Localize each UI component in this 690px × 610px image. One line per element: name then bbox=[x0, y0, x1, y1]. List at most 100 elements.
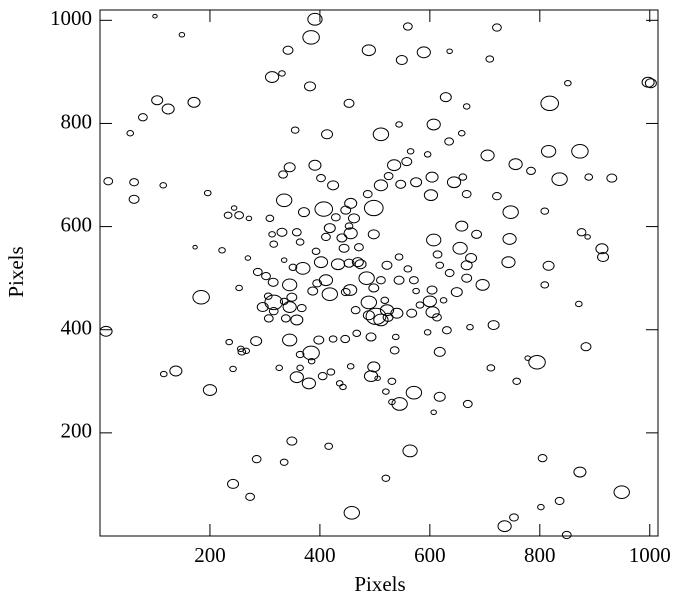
source-ellipse bbox=[606, 173, 618, 183]
source-ellipse bbox=[409, 276, 419, 285]
source-ellipse bbox=[460, 260, 473, 271]
source-ellipse bbox=[374, 375, 381, 381]
source-ellipse bbox=[561, 530, 572, 540]
source-ellipse bbox=[537, 454, 548, 463]
source-ellipse bbox=[416, 46, 431, 59]
source-ellipse bbox=[352, 329, 362, 337]
source-ellipse bbox=[426, 233, 442, 247]
source-ellipse bbox=[379, 304, 395, 317]
source-ellipse bbox=[237, 348, 247, 356]
source-ellipse bbox=[343, 227, 358, 240]
source-ellipse bbox=[229, 365, 237, 373]
source-ellipse bbox=[395, 179, 407, 189]
source-ellipse bbox=[509, 513, 519, 522]
source-ellipse bbox=[461, 189, 472, 199]
source-ellipse bbox=[540, 207, 550, 215]
source-ellipse bbox=[584, 173, 594, 181]
source-ellipse bbox=[393, 275, 405, 285]
source-ellipse bbox=[283, 162, 296, 173]
source-ellipse bbox=[314, 201, 334, 217]
source-ellipse bbox=[202, 384, 218, 396]
source-ellipse bbox=[644, 78, 657, 89]
source-ellipse bbox=[551, 172, 568, 186]
y-axis-label: Pixels bbox=[4, 246, 28, 297]
source-ellipse bbox=[279, 297, 289, 306]
source-ellipse bbox=[362, 310, 375, 321]
source-ellipse bbox=[452, 241, 468, 255]
x-axis-label: Pixels bbox=[354, 572, 405, 596]
source-ellipse bbox=[508, 158, 523, 171]
source-ellipse bbox=[275, 193, 293, 208]
source-ellipse bbox=[290, 314, 304, 326]
source-ellipse bbox=[286, 436, 298, 446]
source-ellipse bbox=[223, 211, 233, 219]
source-ellipse bbox=[311, 247, 321, 255]
source-ellipse bbox=[415, 301, 425, 309]
source-ellipse bbox=[159, 370, 168, 378]
source-ellipse bbox=[430, 409, 437, 415]
source-ellipse bbox=[480, 149, 495, 162]
source-ellipse bbox=[296, 364, 304, 372]
source-ellipse bbox=[343, 258, 355, 268]
source-ellipse bbox=[395, 55, 408, 66]
source-ellipse bbox=[252, 267, 263, 277]
source-ellipse bbox=[343, 284, 358, 296]
x-tick-label: 400 bbox=[304, 543, 336, 567]
source-ellipse bbox=[383, 171, 394, 181]
source-ellipse bbox=[326, 368, 336, 376]
source-ellipse bbox=[554, 496, 565, 506]
source-ellipse bbox=[528, 354, 546, 370]
source-ellipse bbox=[126, 130, 135, 137]
source-ellipse bbox=[265, 214, 275, 222]
source-ellipse bbox=[330, 213, 341, 222]
source-ellipse bbox=[365, 332, 377, 342]
source-ellipse bbox=[250, 336, 263, 347]
source-ellipse bbox=[302, 30, 320, 45]
source-ellipse bbox=[439, 297, 448, 304]
source-ellipse bbox=[444, 268, 455, 278]
source-ellipse bbox=[302, 345, 320, 361]
source-ellipse bbox=[584, 234, 591, 240]
source-ellipse bbox=[382, 312, 394, 322]
x-tick-label: 600 bbox=[414, 543, 446, 567]
source-ellipse bbox=[313, 256, 329, 269]
source-ellipse bbox=[128, 194, 140, 204]
source-ellipse bbox=[502, 205, 519, 219]
source-ellipse bbox=[433, 346, 446, 357]
source-ellipse bbox=[343, 98, 355, 108]
source-ellipse bbox=[405, 385, 423, 400]
source-ellipse bbox=[382, 388, 390, 395]
source-ellipse bbox=[410, 177, 423, 188]
source-ellipse bbox=[340, 205, 352, 215]
source-ellipse bbox=[475, 278, 490, 291]
source-ellipse bbox=[526, 166, 536, 176]
source-ellipse bbox=[286, 292, 298, 302]
source-ellipse bbox=[412, 287, 420, 295]
source-ellipse bbox=[280, 257, 288, 263]
source-ellipse bbox=[340, 287, 351, 297]
source-ellipse bbox=[433, 391, 446, 402]
source-ellipse bbox=[391, 333, 400, 341]
source-ellipse bbox=[268, 231, 276, 238]
source-ellipse bbox=[218, 247, 226, 254]
source-ellipse bbox=[406, 308, 418, 318]
source-ellipse bbox=[461, 273, 473, 283]
source-ellipse bbox=[338, 243, 350, 253]
source-ellipse bbox=[301, 377, 317, 390]
source-ellipse bbox=[321, 287, 338, 301]
source-ellipse bbox=[485, 55, 495, 63]
source-ellipse bbox=[289, 371, 304, 384]
source-ellipse bbox=[423, 151, 432, 158]
source-ellipse bbox=[487, 320, 500, 331]
source-ellipse bbox=[296, 303, 307, 313]
source-ellipse bbox=[321, 232, 331, 242]
source-ellipse bbox=[161, 103, 175, 115]
source-ellipse bbox=[441, 326, 452, 335]
source-ellipse bbox=[564, 80, 572, 87]
source-ellipse bbox=[304, 81, 317, 92]
source-ellipse bbox=[295, 350, 305, 359]
source-ellipse bbox=[316, 174, 326, 183]
source-ellipse bbox=[401, 157, 413, 167]
source-ellipse bbox=[343, 505, 360, 520]
